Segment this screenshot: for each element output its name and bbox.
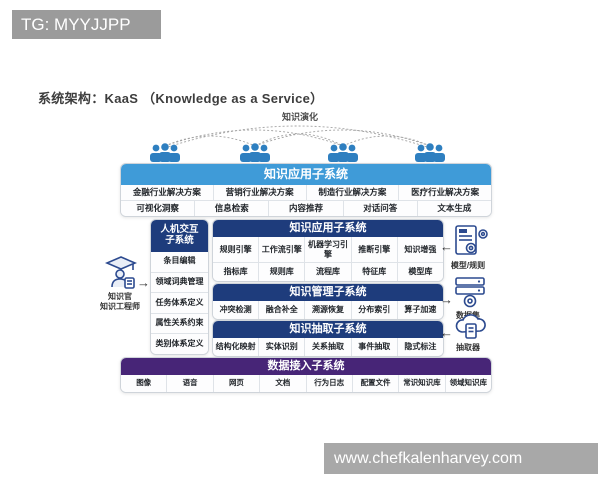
management-cell: 融合补全 [258, 301, 305, 319]
extraction-cell: 结构化映射 [213, 338, 259, 356]
engine-cell: 知识增强 [396, 237, 443, 262]
management-cell: 算子加速 [396, 301, 443, 319]
library-cell: 指标库 [213, 263, 259, 281]
arrow-left-icon: ← [440, 325, 453, 340]
data-source-cell: 领域知识库 [444, 375, 491, 392]
hci-item: 任务体系定义 [151, 292, 208, 313]
extractor-label: 抽取器 [456, 343, 480, 352]
management-cell: 分布索引 [350, 301, 397, 319]
solution-cell: 营销行业解决方案 [212, 185, 306, 200]
subsystem-header: 知识应用子系统 [213, 220, 443, 237]
engine-cell: 规则引擎 [213, 237, 259, 262]
capability-cell: 对话问答 [342, 201, 417, 216]
solution-cell: 制造行业解决方案 [305, 185, 399, 200]
evolution-label: 知识演化 [281, 112, 318, 122]
subsystem-header: 知识管理子系统 [213, 284, 443, 301]
users-icon [328, 143, 358, 162]
capability-cell: 可视化洞察 [121, 201, 195, 216]
knowledge-application-top-box: 知识应用子系统 金融行业解决方案 营销行业解决方案 制造行业解决方案 医疗行业解… [120, 163, 492, 217]
human-computer-interaction-box: 人机交互 子系统 条目编辑 领域词典管理 任务体系定义 属性关系约束 类别体系定义 [150, 219, 209, 355]
knowledge-application-subsystem-box: 知识应用子系统 规则引擎 工作流引擎 机器学习引擎 推断引擎 知识增强 指标库 … [212, 219, 444, 282]
users-icon [150, 143, 180, 162]
model-rules-icon [455, 225, 488, 255]
actor-line2: 知识工程师 [100, 302, 140, 312]
data-source-cell: 网页 [212, 375, 260, 392]
data-source-cell: 语音 [166, 375, 213, 392]
data-source-cell: 常识知识库 [398, 375, 445, 392]
solutions-row: 金融行业解决方案 营销行业解决方案 制造行业解决方案 医疗行业解决方案 [121, 185, 491, 200]
model-rules-label: 模型/规则 [450, 261, 486, 270]
solution-cell: 医疗行业解决方案 [398, 185, 491, 200]
libraries-row: 指标库 规则库 流程库 特征库 模型库 [213, 262, 443, 281]
management-cell: 冲突检测 [213, 301, 259, 319]
engines-row: 规则引擎 工作流引擎 机器学习引擎 推断引擎 知识增强 [213, 237, 443, 262]
extraction-cell: 实体识别 [258, 338, 305, 356]
hci-header: 人机交互 子系统 [151, 220, 208, 252]
watermark-top-badge: TG: MYYJJPP [12, 10, 161, 39]
engine-cell: 推断引擎 [350, 237, 397, 262]
users-icon [240, 143, 270, 162]
page-title: 系统架构：KaaS （Knowledge as a Service） [38, 91, 324, 106]
knowledge-evolution-arcs [164, 125, 431, 149]
extraction-row: 结构化映射 实体识别 关系抽取 事件抽取 隐式标注 [213, 338, 443, 356]
data-sources-row: 图像 语音 网页 文档 行为日志 配置文件 常识知识库 领域知识库 [121, 375, 491, 392]
hci-item: 类别体系定义 [151, 333, 208, 354]
users-icon [415, 143, 445, 162]
library-cell: 模型库 [396, 263, 443, 281]
engine-cell: 机器学习引擎 [304, 237, 351, 262]
arrow-right-icon: → [440, 292, 453, 307]
extraction-cell: 事件抽取 [350, 338, 397, 356]
data-source-cell: 图像 [121, 375, 167, 392]
solution-cell: 金融行业解决方案 [121, 185, 213, 200]
knowledge-extraction-subsystem-box: 知识抽取子系统 结构化映射 实体识别 关系抽取 事件抽取 隐式标注 [212, 320, 444, 357]
management-cell: 溯源恢复 [304, 301, 351, 319]
data-source-cell: 文档 [259, 375, 306, 392]
arrow-left-icon: ← [440, 239, 453, 254]
extractor-icon [455, 314, 486, 339]
capability-cell: 内容推荐 [268, 201, 343, 216]
library-cell: 特征库 [350, 263, 397, 281]
extraction-cell: 关系抽取 [304, 338, 351, 356]
knowledge-management-subsystem-box: 知识管理子系统 冲突检测 融合补全 溯源恢复 分布索引 算子加速 [212, 283, 444, 320]
graduate-icon [104, 256, 138, 289]
actor-line1: 知识官 [108, 292, 132, 301]
data-source-cell: 配置文件 [351, 375, 399, 392]
library-cell: 流程库 [304, 263, 351, 281]
capability-cell: 文本生成 [416, 201, 491, 216]
data-source-cell: 行为日志 [305, 375, 352, 392]
top-box-header: 知识应用子系统 [121, 164, 491, 185]
capability-cell: 信息检索 [194, 201, 269, 216]
library-cell: 规则库 [258, 263, 305, 281]
extraction-cell: 隐式标注 [396, 338, 443, 356]
capabilities-row: 可视化洞察 信息检索 内容推荐 对话问答 文本生成 [121, 200, 491, 216]
actor-arrow-right-icon: → [137, 275, 150, 290]
subsystem-header: 知识抽取子系统 [213, 321, 443, 338]
hci-item: 领域词典管理 [151, 271, 208, 293]
engine-cell: 工作流引擎 [258, 237, 305, 262]
watermark-bottom-badge: www.chefkalenharvey.com [324, 443, 598, 474]
dataset-icon [455, 277, 485, 308]
hci-item: 条目编辑 [151, 252, 208, 272]
actor-label: 知识官 知识工程师 [88, 292, 152, 313]
hci-item: 属性关系约束 [151, 312, 208, 334]
management-row: 冲突检测 融合补全 溯源恢复 分布索引 算子加速 [213, 301, 443, 319]
data-access-header: 数据接入子系统 [121, 358, 491, 375]
data-access-subsystem-box: 数据接入子系统 图像 语音 网页 文档 行为日志 配置文件 常识知识库 领域知识… [120, 357, 492, 393]
